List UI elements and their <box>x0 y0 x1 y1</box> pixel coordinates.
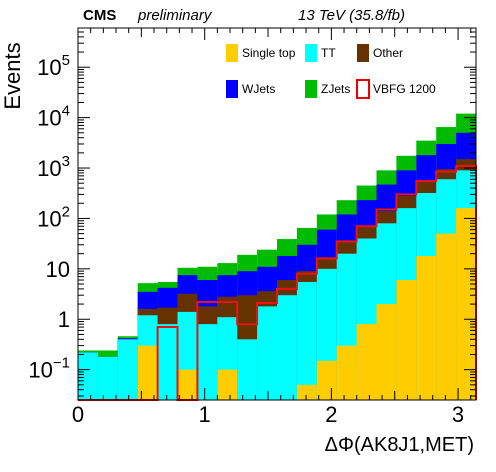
x-tick-label: 1 <box>199 402 211 427</box>
x-tick-label: 0 <box>72 402 84 427</box>
x-tick-label: 3 <box>452 402 464 427</box>
bar-tt-bin-8 <box>237 339 258 400</box>
bar-single-top-bin-7 <box>217 369 238 400</box>
x-axis-title: ΔΦ(AK8J1,MET) <box>325 434 474 456</box>
bar-single-top-bin-11 <box>296 384 317 400</box>
legend-swatch-tt <box>305 44 317 62</box>
y-tick-label: 102 <box>37 203 70 231</box>
legend-label-other: Other <box>373 46 403 60</box>
legend-label-single-top: Single top <box>242 46 296 60</box>
bar-single-top-bin-13 <box>336 345 357 400</box>
bar-tt-bin-6 <box>197 324 218 400</box>
bar-tt-bin-0 <box>78 352 98 400</box>
x-tick-label: 2 <box>325 402 337 427</box>
bar-single-top-bin-18 <box>436 233 457 400</box>
bar-tt-bin-4 <box>157 324 178 400</box>
energy-lumi-label: 13 TeV (35.8/fb) <box>298 7 405 24</box>
y-tick-label: 105 <box>37 52 70 80</box>
bar-single-top-bin-19 <box>456 208 476 400</box>
bar-single-top-bin-3 <box>137 345 158 400</box>
plot-frame <box>77 27 477 401</box>
legend: Single top TT Other WJets ZJets VBFG 1200 <box>226 44 436 99</box>
legend-swatch-other <box>357 44 369 62</box>
status-label: preliminary <box>137 7 213 24</box>
stacked-histogram <box>78 113 476 401</box>
bar-single-top-bin-15 <box>376 304 397 400</box>
legend-swatch-wjets <box>226 80 238 98</box>
y-tick-label: 104 <box>37 103 70 131</box>
experiment-label: CMS <box>83 7 116 24</box>
y-tick-label: 10 <box>46 257 70 282</box>
bar-single-top-bin-16 <box>396 280 417 400</box>
legend-label-tt: TT <box>321 46 336 60</box>
y-tick-label: 1 <box>58 307 70 332</box>
bar-tt-bin-9 <box>257 306 277 400</box>
signal-histogram-line <box>78 164 477 401</box>
x-tick-labels: 0 1 2 3 <box>72 402 464 427</box>
bar-single-top-bin-5 <box>177 369 198 400</box>
legend-swatch-single-top <box>226 44 238 62</box>
axis-ticks <box>77 27 476 400</box>
bar-tt-bin-10 <box>277 295 297 400</box>
bar-single-top-bin-17 <box>416 255 437 400</box>
bar-tt-bin-2 <box>117 339 138 400</box>
bar-single-top-bin-14 <box>356 324 377 400</box>
legend-label-vbfg-1200: VBFG 1200 <box>373 82 436 96</box>
legend-swatch-vbfg-1200 <box>356 79 370 99</box>
bar-tt-bin-1 <box>97 356 118 400</box>
y-tick-label: 10−1 <box>28 355 70 383</box>
bar-single-top-bin-12 <box>316 360 337 400</box>
legend-swatch-zjets <box>305 80 317 98</box>
y-tick-labels: 10−1 1 10 102 103 104 105 <box>28 52 70 382</box>
legend-label-zjets: ZJets <box>321 82 350 96</box>
y-tick-label: 103 <box>37 153 70 181</box>
y-axis-title: Events <box>0 42 25 109</box>
bar-tt-bin-11 <box>296 281 317 400</box>
legend-label-wjets: WJets <box>242 82 275 96</box>
